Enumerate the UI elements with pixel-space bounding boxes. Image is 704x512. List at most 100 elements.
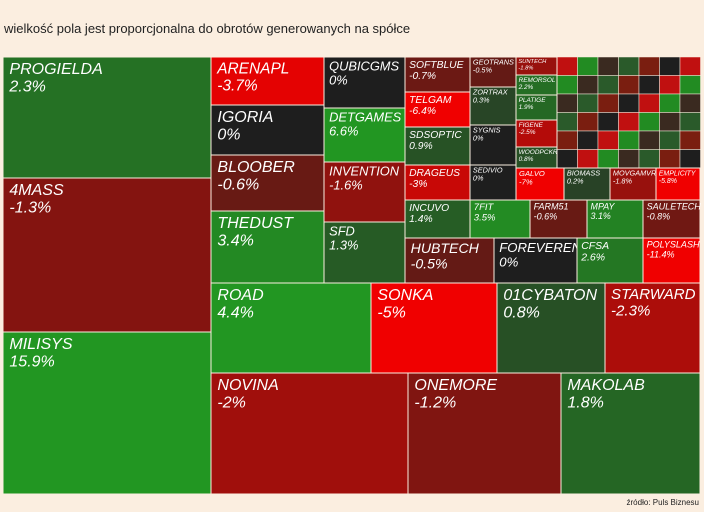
tile-label: POLYSLASH (647, 240, 700, 250)
tile-label: DETGAMES (329, 110, 402, 125)
tile (469, 124, 517, 166)
value-label: -1.3% (9, 199, 51, 216)
small-tile (679, 93, 701, 113)
value-label: 3.1% (591, 211, 611, 221)
small-tile (638, 130, 660, 150)
small-tile (597, 130, 619, 150)
small-tile (597, 56, 619, 76)
small-tile (638, 93, 660, 113)
small-tile (556, 149, 578, 169)
value-label: 0% (473, 134, 484, 143)
tile-label: TELGAM (409, 95, 452, 106)
tile-label: IGORIA (217, 109, 273, 126)
tile-label: PROGIELDA (9, 61, 102, 78)
small-tile (659, 93, 681, 113)
small-tile (638, 75, 660, 95)
value-label: -3% (409, 179, 427, 190)
small-tile (556, 93, 578, 113)
tile-label: PLATIGE (519, 97, 547, 104)
tile (560, 372, 701, 495)
tile-label: ONEMORE (414, 377, 497, 394)
tile (515, 94, 558, 121)
tile-label: GALVO (519, 169, 545, 178)
small-tile (597, 75, 619, 95)
tile-label: SONKA (377, 287, 433, 304)
small-tile (638, 112, 660, 132)
tile-label: MAKOLAB (567, 377, 645, 394)
tile-label: HUBTECH (411, 240, 480, 256)
small-tile (597, 112, 619, 132)
tile-label: INVENTION (329, 164, 400, 179)
tile-label: EMPLICITY (659, 170, 697, 177)
value-label: 1.4% (409, 214, 432, 225)
value-label: 0.3% (473, 96, 490, 105)
small-tile (597, 149, 619, 169)
tile (576, 237, 644, 284)
tile-label: ROAD (217, 287, 264, 304)
value-label: 1.8% (567, 394, 603, 411)
tile (2, 56, 212, 179)
small-tile (618, 149, 640, 169)
small-tile (577, 93, 599, 113)
value-label: 1.3% (329, 238, 358, 253)
tile (210, 154, 325, 212)
small-tile (638, 149, 660, 169)
value-label: -2% (217, 394, 245, 411)
small-tile (659, 149, 681, 169)
value-label: 0.8% (519, 156, 534, 163)
small-tile (618, 112, 640, 132)
tile (404, 237, 495, 284)
value-label: -1.2% (414, 394, 456, 411)
value-label: -3.7% (217, 77, 258, 94)
small-tile (659, 56, 681, 76)
tile (2, 177, 212, 333)
small-tile (556, 56, 578, 76)
tile (642, 199, 701, 239)
tile-label: INCUVO (409, 203, 449, 214)
small-tile (597, 93, 619, 113)
tile-label: FARM51 (534, 202, 569, 212)
small-tile (577, 149, 599, 169)
small-tile (679, 130, 701, 150)
tile-label: SEDIVIO (473, 166, 503, 175)
value-label: 0% (473, 174, 484, 183)
tile-label: SFD (329, 224, 355, 239)
tile-label: DRAGEUS (409, 168, 460, 179)
tile-label: GEOTRANS (473, 58, 514, 67)
tile (2, 331, 212, 495)
tile (323, 56, 406, 109)
small-tile (618, 130, 640, 150)
small-tile (618, 75, 640, 95)
value-label: -1.8% (613, 177, 633, 186)
tile-label: ZORTRAX (472, 88, 509, 97)
tile-label: SUNTECH (518, 59, 547, 65)
small-tiles (556, 56, 701, 169)
tile-label: SOFTBLUE (409, 60, 463, 71)
tile-label: STARWARD (611, 286, 696, 303)
tile-label: 01CYBATON (503, 287, 597, 304)
small-tile (679, 75, 701, 95)
small-tile (679, 112, 701, 132)
value-label: -0.5% (473, 66, 493, 75)
value-label: 3.4% (217, 232, 253, 249)
value-label: -5% (377, 304, 405, 321)
tile-label: SAULETECH (647, 202, 702, 212)
value-label: 3.5% (474, 212, 496, 223)
tile (515, 167, 565, 201)
value-label: 2.6% (580, 253, 605, 264)
tile-label: FOREVEREN (499, 240, 581, 255)
small-tile (659, 112, 681, 132)
small-tile (577, 112, 599, 132)
value-label: -6.4% (409, 106, 436, 117)
tile (469, 164, 517, 201)
tile-label: 4MASS (9, 182, 64, 199)
tile (323, 161, 406, 223)
tile (404, 126, 471, 166)
tile (404, 56, 471, 93)
tile (210, 56, 325, 106)
tile (655, 167, 701, 201)
value-label: -0.6% (217, 176, 259, 193)
tile-label: CFSA (581, 241, 609, 252)
small-tile (659, 75, 681, 95)
